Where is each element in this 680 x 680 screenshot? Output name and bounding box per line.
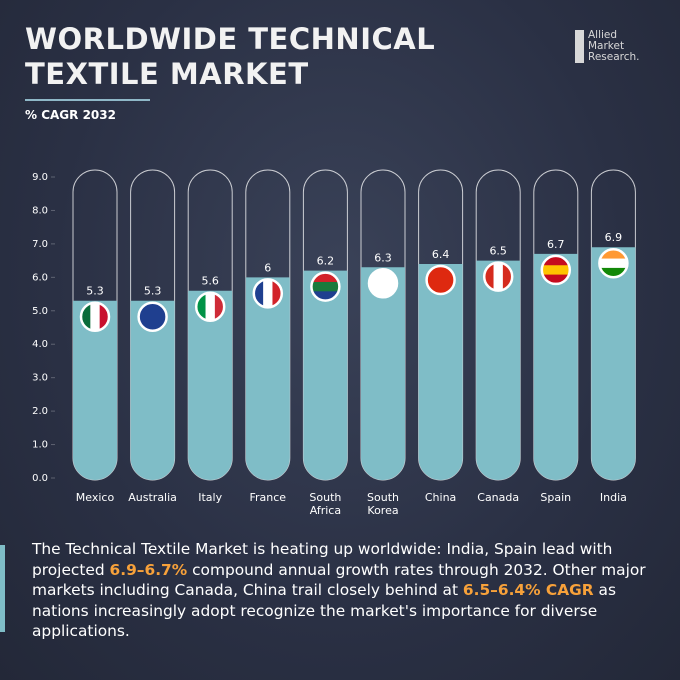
caption-text: The Technical Textile Market is heating … bbox=[32, 540, 613, 579]
x-tick-label: Australia bbox=[128, 491, 177, 504]
flag-stripe bbox=[253, 279, 264, 308]
bar bbox=[591, 247, 636, 480]
value-label: 5.3 bbox=[144, 285, 162, 298]
x-tick-label: India bbox=[600, 491, 627, 504]
value-label: 6.3 bbox=[374, 251, 392, 264]
value-label: 6.2 bbox=[317, 255, 335, 268]
bar bbox=[188, 290, 233, 480]
flag-ring bbox=[425, 264, 456, 296]
x-tick-label: Italy bbox=[198, 491, 222, 504]
logo-text: Allied bbox=[588, 29, 618, 41]
bar bbox=[418, 263, 463, 480]
bar bbox=[303, 270, 348, 480]
chart-title: WORLDWIDE TECHNICAL TEXTILE MARKET bbox=[25, 22, 436, 91]
bar bbox=[361, 267, 405, 480]
flag-stripe bbox=[502, 262, 513, 291]
bar bbox=[130, 300, 175, 480]
flag-stripe bbox=[599, 249, 628, 260]
y-tick-label: 9.0 bbox=[32, 172, 48, 183]
flag-stripe bbox=[599, 267, 628, 278]
caption-text: compound annual growth rates through 203… bbox=[32, 560, 646, 600]
value-label: 6.9 bbox=[605, 231, 623, 244]
flag-stripe bbox=[541, 255, 570, 266]
value-label: 6.5 bbox=[489, 245, 507, 258]
caption-highlight: 6.9–6.7% bbox=[109, 560, 188, 579]
flag-stripe bbox=[214, 292, 225, 321]
x-tick-label: South Africa bbox=[309, 491, 341, 517]
x-tick-label: Canada bbox=[477, 491, 519, 504]
y-tick-label: 8.0 bbox=[32, 205, 48, 216]
flag-stripe bbox=[599, 258, 628, 269]
y-tick-label: 5.0 bbox=[32, 306, 48, 317]
flag-stripe bbox=[311, 281, 340, 292]
y-tick-label: 0.0 bbox=[32, 473, 48, 484]
flag-stripe bbox=[541, 265, 570, 276]
x-tick-label-line: South bbox=[309, 491, 341, 504]
flag-ring bbox=[137, 301, 168, 332]
flag bbox=[81, 302, 109, 331]
value-label: 6 bbox=[264, 261, 271, 274]
caption-highlight: 6.5–6.4% CAGR bbox=[462, 581, 594, 599]
flag bbox=[311, 272, 340, 301]
flag-ring bbox=[540, 254, 572, 286]
y-tick-label: 7.0 bbox=[32, 239, 48, 250]
x-tick-label-line: Korea bbox=[367, 504, 398, 517]
caption-text: as nations increasingly adopt recognize … bbox=[32, 581, 616, 640]
flag-stripe bbox=[81, 302, 91, 331]
flag-stripe bbox=[196, 292, 207, 321]
y-tick-label: 3.0 bbox=[32, 373, 48, 384]
flag-ring bbox=[482, 261, 514, 292]
x-tick-label-line: Africa bbox=[310, 504, 341, 517]
logo-text: Research. bbox=[588, 51, 640, 63]
x-tick-label: Spain bbox=[540, 491, 571, 504]
value-label: 5.3 bbox=[86, 285, 104, 298]
y-tick-label: 4.0 bbox=[32, 339, 48, 350]
flag-stripe bbox=[541, 274, 570, 284]
y-tick-label: 1.0 bbox=[32, 440, 48, 451]
flag-stripe bbox=[90, 302, 101, 331]
bar bbox=[476, 260, 521, 480]
caption: The Technical Textile Market is heating … bbox=[32, 539, 660, 642]
flag-ring bbox=[252, 278, 284, 309]
flag-stripe bbox=[493, 262, 504, 291]
x-tick-label: South Korea bbox=[367, 491, 399, 517]
flag-ring bbox=[310, 271, 341, 302]
flag-stripe bbox=[311, 272, 340, 283]
flag-ring bbox=[367, 268, 399, 299]
x-tick-label: Mexico bbox=[76, 491, 115, 504]
bar bbox=[73, 300, 117, 480]
flag-ring bbox=[79, 301, 111, 332]
value-label: 6.7 bbox=[547, 238, 565, 251]
y-tick-label: 2.0 bbox=[32, 406, 48, 417]
logo: Allied Market Research. bbox=[575, 30, 640, 63]
logo-text: Market bbox=[588, 40, 625, 52]
chart-subtitle: % CAGR 2032 bbox=[25, 108, 116, 122]
flag-stripe bbox=[99, 302, 109, 331]
flag bbox=[484, 262, 513, 291]
flag-stripe bbox=[263, 279, 273, 308]
title-rule bbox=[25, 99, 150, 101]
value-label: 6.4 bbox=[432, 248, 450, 261]
value-label: 5.6 bbox=[201, 275, 219, 288]
flag-stripe bbox=[205, 292, 216, 321]
flag-stripe bbox=[311, 291, 340, 301]
accent-strip bbox=[0, 545, 5, 632]
bar bbox=[245, 277, 290, 480]
flag-ring bbox=[194, 291, 226, 322]
bar bbox=[533, 253, 578, 480]
y-tick-label: 6.0 bbox=[32, 272, 48, 283]
flag bbox=[599, 249, 628, 278]
flag bbox=[253, 279, 282, 308]
x-tick-label: China bbox=[425, 491, 456, 504]
flag-stripe bbox=[484, 262, 495, 291]
flag bbox=[196, 292, 225, 321]
x-tick-label: France bbox=[250, 491, 287, 504]
x-tick-label-line: South bbox=[367, 491, 399, 504]
flag bbox=[541, 255, 570, 284]
flag-stripe bbox=[272, 279, 282, 308]
flag-ring bbox=[598, 247, 629, 279]
